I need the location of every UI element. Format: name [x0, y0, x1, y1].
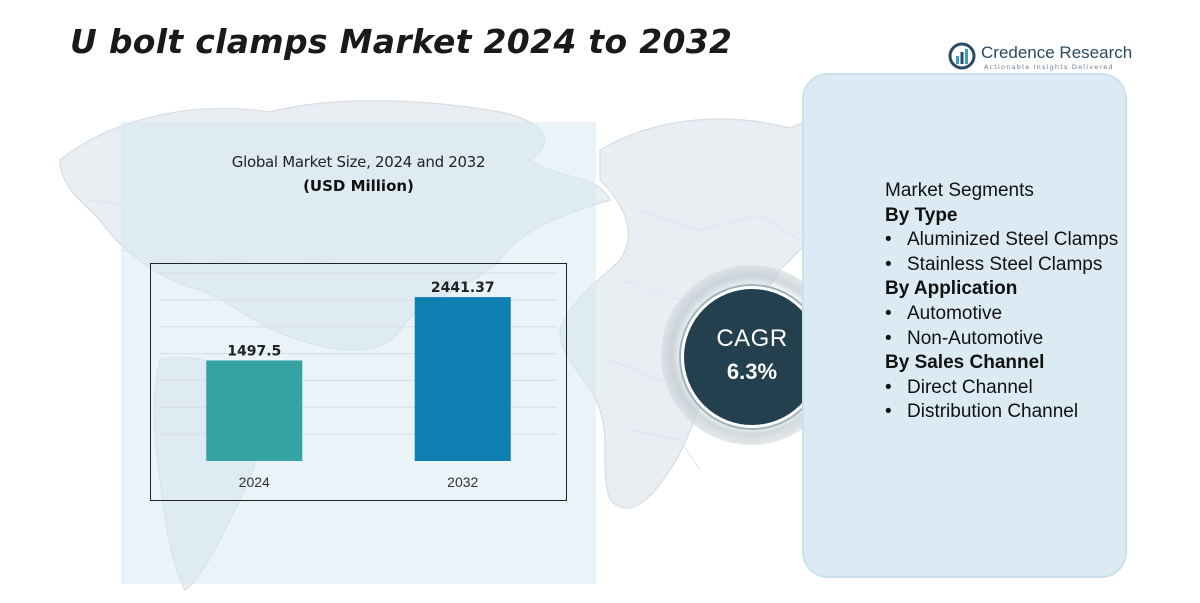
credence-logo-icon [948, 42, 976, 70]
segment-item: • Automotive [885, 302, 1125, 327]
segment-item-label: Non-Automotive [907, 327, 1044, 349]
segment-item-label: Stainless Steel Clamps [907, 253, 1103, 275]
page-title: U bolt clamps Market 2024 to 2032 [70, 22, 733, 61]
chart-title: Global Market Size, 2024 and 2032 [231, 153, 486, 171]
segment-item: • Direct Channel [885, 376, 1125, 401]
segments-heading: Market Segments [885, 180, 1034, 201]
segment-item-label: Direct Channel [907, 376, 1033, 398]
chart-frame [150, 263, 567, 501]
segment-item: • Aluminized Steel Clamps [885, 228, 1125, 253]
segment-group-title: By Type [885, 204, 958, 226]
segment-item: • Stainless Steel Clamps [885, 253, 1125, 278]
bar-chart: 1497.5 2024 2441.37 2032 [150, 263, 567, 501]
bullet-icon: • [885, 253, 892, 275]
segment-item-label: Automotive [907, 302, 1003, 324]
cagr-value: 6.3% [726, 359, 778, 384]
cagr-badge: CAGR 6.3% [681, 286, 823, 428]
bullet-icon: • [885, 302, 892, 324]
segment-item: • Distribution Channel [885, 400, 1125, 425]
bar-2032 [414, 297, 511, 461]
bullet-icon: • [885, 327, 892, 349]
bar-2024 [206, 360, 303, 461]
cagr-label: CAGR [716, 325, 788, 352]
bar-value-label: 1497.5 [227, 343, 281, 359]
brand-name: Credence Research [981, 43, 1133, 62]
market-segments-card: Market Segments By Type • Aluminized Steel… [802, 73, 1127, 578]
bullet-icon: • [885, 229, 892, 251]
bullet-icon: • [885, 401, 892, 423]
segment-item: • Non-Automotive [885, 327, 1125, 352]
x-tick-label: 2024 [239, 474, 270, 490]
x-tick-label: 2032 [447, 474, 478, 490]
brand-logo: Credence Research Actionable Insights De… [948, 42, 1132, 74]
segment-item-label: Aluminized Steel Clamps [907, 229, 1119, 251]
bullet-icon: • [885, 376, 892, 398]
segment-group-title: By Application [885, 278, 1018, 300]
market-segments-list: Market Segments By Type • Aluminized Steel… [885, 179, 1125, 425]
brand-tagline: Actionable Insights Delivered [984, 63, 1114, 71]
segment-item-label: Distribution Channel [907, 401, 1079, 423]
segment-group-title: By Sales Channel [885, 352, 1045, 374]
chart-subtitle: (USD Million) [303, 177, 414, 195]
bar-value-label: 2441.37 [431, 280, 495, 296]
chart-panel: Global Market Size, 2024 and 2032 (USD M… [121, 122, 596, 584]
